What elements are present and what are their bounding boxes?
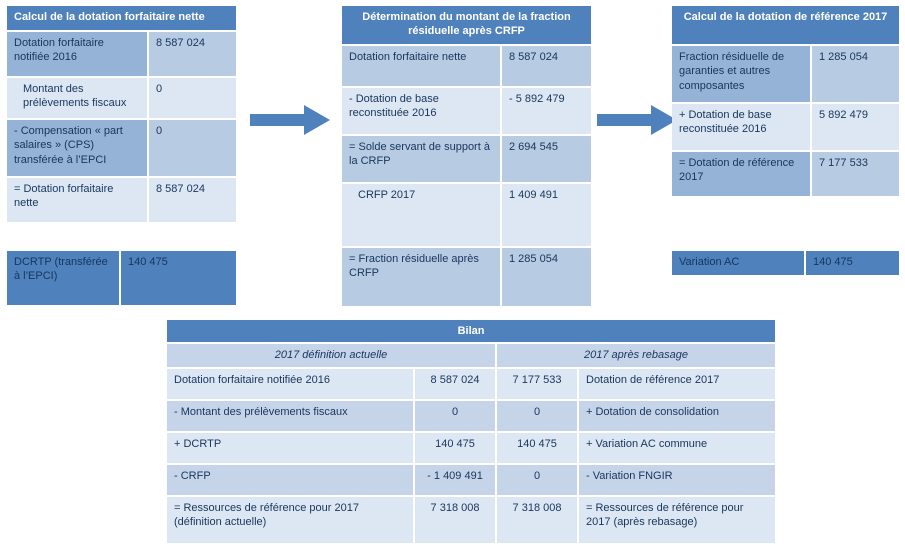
table-row: Variation AC 140 475: [672, 251, 899, 275]
row-value: 0: [149, 120, 237, 176]
row-value-left: - 1 409 491: [415, 464, 495, 495]
table-row: Fraction résiduelle de garanties et autr…: [672, 46, 900, 102]
table-row: = Dotation de référence 2017 7 177 533: [672, 152, 900, 196]
row-value-right: 0: [497, 400, 577, 431]
row-value-left: 8 587 024: [415, 368, 495, 399]
table-title: Calcul de la dotation forfaitaire nette: [7, 6, 237, 30]
row-label-right: + Variation AC commune: [579, 432, 776, 463]
row-value: 1 285 054: [502, 248, 592, 306]
row-label: DCRTP (transférée à l’EPCI): [7, 251, 119, 305]
row-label: = Solde servant de support à la CRFP: [342, 136, 500, 182]
table-header-row: Calcul de la dotation forfaitaire nette: [7, 6, 237, 30]
flow-arrow-icon: [250, 103, 330, 141]
row-label: Montant des prélèvements fiscaux: [7, 78, 147, 118]
row-label: Variation AC: [672, 251, 804, 275]
row-value: 1 285 054: [812, 46, 900, 102]
row-label: - Compensation « part salaires » (CPS) t…: [7, 120, 147, 176]
table-row: - Dotation de base reconstituée 2016 - 5…: [342, 88, 592, 134]
row-value: 7 177 533: [812, 152, 900, 196]
table-row: - Montant des prélèvements fiscaux 0 0 +…: [167, 400, 776, 431]
table-row: Montant des prélèvements fiscaux 0: [7, 78, 237, 118]
row-value-right: 140 475: [497, 432, 577, 463]
row-label-left: + DCRTP: [167, 432, 413, 463]
row-value-right: 0: [497, 464, 577, 495]
row-value: 5 892 479: [812, 104, 900, 150]
fraction-residuelle-table: Détermination du montant de la fraction …: [340, 4, 593, 308]
table-title: Détermination du montant de la fraction …: [342, 6, 592, 44]
table-row: = Fraction résiduelle après CRFP 1 285 0…: [342, 248, 592, 306]
row-label-left: = Ressources de référence pour 2017 (déf…: [167, 496, 413, 543]
table-header-row: Bilan: [167, 320, 776, 343]
row-label: = Dotation de référence 2017: [672, 152, 810, 196]
row-label: = Dotation forfaitaire nette: [7, 178, 147, 222]
row-label: Fraction résiduelle de garanties et autr…: [672, 46, 810, 102]
row-value-right: 7 177 533: [497, 368, 577, 399]
row-value: 8 587 024: [149, 178, 237, 222]
table-row: - Compensation « part salaires » (CPS) t…: [7, 120, 237, 176]
row-value-left: 140 475: [415, 432, 495, 463]
row-value-right: 7 318 008: [497, 496, 577, 543]
row-label: = Fraction résiduelle après CRFP: [342, 248, 500, 306]
row-label-right: + Dotation de consolidation: [579, 400, 776, 431]
table-row: + DCRTP 140 475 140 475 + Variation AC c…: [167, 432, 776, 463]
net-forfaitaire-table: Calcul de la dotation forfaitaire nette …: [5, 4, 238, 224]
row-value: 2 694 545: [502, 136, 592, 182]
bilan-table: Bilan 2017 définition actuelle 2017 aprè…: [165, 318, 777, 544]
row-value: 0: [149, 78, 237, 118]
dotation-reference-table: Calcul de la dotation de référence 2017 …: [670, 4, 901, 198]
row-label-left: - Montant des prélèvements fiscaux: [167, 400, 413, 431]
table-row: - CRFP - 1 409 491 0 - Variation FNGIR: [167, 464, 776, 495]
row-label-left: - CRFP: [167, 464, 413, 495]
table-row: = Ressources de référence pour 2017 (déf…: [167, 496, 776, 543]
table-row: = Solde servant de support à la CRFP 2 6…: [342, 136, 592, 182]
table-title: Calcul de la dotation de référence 2017: [672, 6, 900, 44]
row-label: CRFP 2017: [342, 184, 500, 246]
table-row: = Dotation forfaitaire nette 8 587 024: [7, 178, 237, 222]
row-label-right: - Variation FNGIR: [579, 464, 776, 495]
row-label-right: = Ressources de référence pour 2017 (apr…: [579, 496, 776, 543]
row-label: + Dotation de base reconstituée 2016: [672, 104, 810, 150]
row-value: - 5 892 479: [502, 88, 592, 134]
flow-arrow-icon: [597, 103, 677, 141]
row-value: 8 587 024: [149, 32, 237, 76]
table-row: Dotation forfaitaire notifiée 2016 8 587…: [7, 32, 237, 76]
table-row: Dotation forfaitaire notifiée 2016 8 587…: [167, 368, 776, 399]
column-header-definition-actuelle: 2017 définition actuelle: [167, 344, 495, 367]
variation-ac-table: Variation AC 140 475: [670, 249, 901, 277]
row-value: 1 409 491: [502, 184, 592, 246]
row-label-left: Dotation forfaitaire notifiée 2016: [167, 368, 413, 399]
row-label-right: Dotation de référence 2017: [579, 368, 776, 399]
dcrtp-table: DCRTP (transférée à l’EPCI) 140 475: [5, 249, 238, 307]
table-row: CRFP 2017 1 409 491: [342, 184, 592, 246]
table-row: DCRTP (transférée à l’EPCI) 140 475: [7, 251, 236, 305]
row-value: 140 475: [121, 251, 236, 305]
bilan-subheader-row: 2017 définition actuelle 2017 après reba…: [167, 344, 776, 367]
row-label: Dotation forfaitaire nette: [342, 46, 500, 86]
table-row: + Dotation de base reconstituée 2016 5 8…: [672, 104, 900, 150]
row-value: 8 587 024: [502, 46, 592, 86]
table-header-row: Calcul de la dotation de référence 2017: [672, 6, 900, 44]
row-label: - Dotation de base reconstituée 2016: [342, 88, 500, 134]
row-value-left: 0: [415, 400, 495, 431]
column-header-apres-rebasage: 2017 après rebasage: [497, 344, 776, 367]
table-header-row: Détermination du montant de la fraction …: [342, 6, 592, 44]
row-value: 140 475: [806, 251, 899, 275]
row-label: Dotation forfaitaire notifiée 2016: [7, 32, 147, 76]
table-title: Bilan: [167, 320, 776, 343]
table-row: Dotation forfaitaire nette 8 587 024: [342, 46, 592, 86]
row-value-left: 7 318 008: [415, 496, 495, 543]
